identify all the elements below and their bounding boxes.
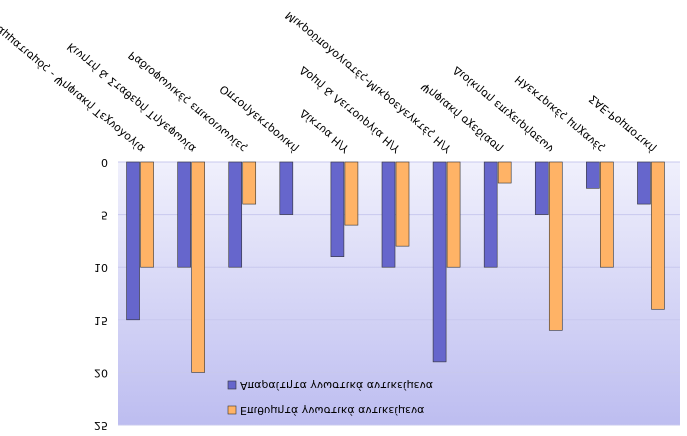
y-tick-label: 0	[101, 156, 108, 169]
bar	[381, 161, 396, 268]
bar	[140, 161, 154, 268]
bar	[228, 161, 243, 268]
legend-swatch	[227, 380, 237, 390]
bar	[177, 161, 191, 268]
legend-label: Απαραίτητα γνωστικά αντικείμενα	[240, 379, 433, 392]
bar	[483, 161, 498, 268]
bar	[534, 161, 549, 215]
y-tick-label: 20	[94, 366, 108, 379]
x-tick-label: Διοίκηση επιχειρήσεων	[450, 64, 556, 156]
y-tick-label: 10	[94, 261, 108, 274]
x-tick-label: Δομή & Λειτουργία Η/Υ	[297, 64, 403, 156]
bar	[191, 161, 205, 373]
legend-label: Επιθυμητά γνωστικά αντικείμενα	[240, 404, 424, 417]
bar	[637, 161, 651, 205]
x-tick-label: Ηλεκτρικές μηχανές	[512, 73, 607, 156]
bar	[432, 161, 447, 363]
bar	[446, 161, 461, 268]
y-tick-label: 5	[101, 209, 108, 222]
legend-swatch	[227, 405, 237, 415]
bar	[651, 161, 665, 310]
y-tick-label: 15	[94, 314, 108, 327]
bar	[600, 161, 614, 268]
bar	[548, 161, 563, 331]
bar	[497, 161, 512, 184]
bar	[395, 161, 410, 247]
bar	[242, 161, 257, 205]
bar	[279, 161, 294, 215]
bar	[586, 161, 600, 189]
bar	[330, 161, 345, 257]
bar	[126, 161, 140, 321]
bar	[344, 161, 359, 226]
y-tick-label: 25	[94, 419, 108, 432]
x-tick-label: Προγραμματισμός - Ψηφιακή Τεχνολογία	[0, 0, 147, 155]
